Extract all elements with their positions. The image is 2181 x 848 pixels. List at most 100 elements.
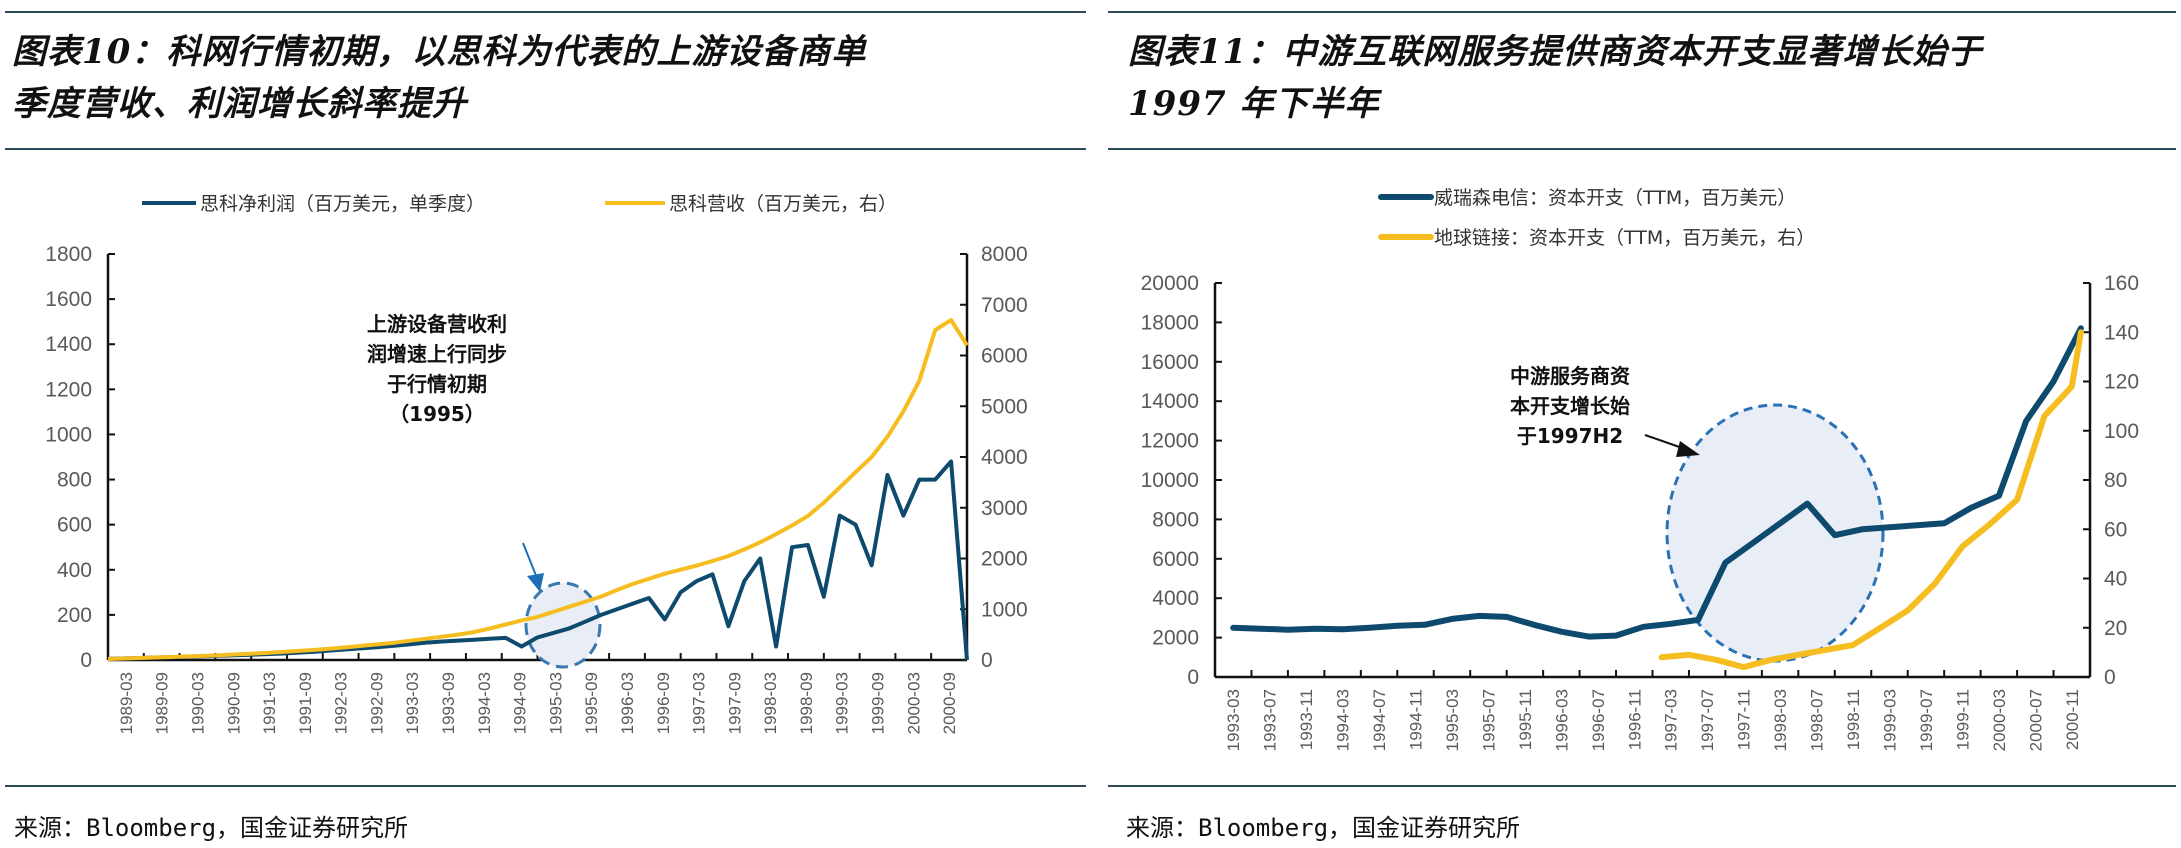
series-line-verizon-capex — [1230, 325, 2084, 640]
annotation-text-line: 于行情初期 — [387, 372, 487, 396]
x-tick-label: 1990-03 — [188, 672, 207, 734]
right-title-line1: 图表11：中游互联网服务提供商资本开支显著增长始于 — [1128, 32, 1983, 72]
x-tick-label: 2000-03 — [904, 672, 923, 734]
right-title-line2: 1997 年下半年 — [1128, 84, 1380, 124]
left-y-tick-label: 1200 — [45, 378, 92, 401]
left-y-tick-label: 1000 — [45, 423, 92, 446]
right-chart-title: 图表11：中游互联网服务提供商资本开支显著增长始于 1997 年下半年 — [1128, 26, 1982, 130]
legend: 思科净利润（百万美元，单季度） 思科营收（百万美元，右） — [142, 193, 897, 215]
legend-label-cisco-profit: 思科净利润（百万美元，单季度） — [200, 193, 485, 215]
right-y-tick-label: 5000 — [981, 395, 1028, 418]
x-tick-label: 1993-03 — [1224, 689, 1243, 751]
left-source-note: 来源：Bloomberg，国金证券研究所 — [14, 814, 409, 842]
left-y-tick-label: 800 — [57, 469, 92, 492]
left-y-tick-label: 2000 — [1152, 627, 1199, 650]
left-y-tick-label: 20000 — [1141, 272, 1199, 295]
x-tick-label: 1995-03 — [546, 672, 565, 734]
left-title-line2: 季度营收、利润增长斜率提升 — [12, 84, 467, 124]
annotation-text-line: 于1997H2 — [1517, 424, 1623, 448]
right-y-tick-label: 1000 — [981, 598, 1028, 621]
x-tick-label: 1997-07 — [1698, 689, 1717, 751]
legend-label-cisco-revenue: 思科营收（百万美元，右） — [669, 193, 897, 215]
x-tick-label: 1995-03 — [1443, 689, 1462, 751]
left-chart: 思科净利润（百万美元，单季度） 思科营收（百万美元，右） 0 200 400 600 8… — [45, 193, 1027, 734]
top-rule-left — [5, 11, 1086, 13]
x-tick-label: 1993-03 — [403, 672, 422, 734]
x-tick-label: 2000-11 — [2063, 689, 2082, 750]
left-y-tick-label: 0 — [1187, 666, 1199, 689]
title-rule-left — [5, 148, 1086, 150]
x-tick-label: 1998-07 — [1808, 689, 1827, 751]
x-tick-label: 1998-03 — [761, 672, 780, 734]
title-rule-right — [1108, 148, 2176, 150]
right-y-tick-label: 100 — [2104, 420, 2139, 443]
legend-label-earthlink-capex: 地球链接：资本开支（TTM，百万美元，右） — [1434, 227, 1815, 249]
axes: 0 2000 4000 6000 8000 10000 12000 14000 16000 180… — [1141, 272, 2139, 751]
right-source-note: 来源：Bloomberg，国金证券研究所 — [1126, 814, 1521, 842]
top-rule-right — [1108, 11, 2176, 13]
x-tick-label: 1994-03 — [1334, 689, 1353, 751]
left-y-tick-label: 0 — [80, 649, 92, 672]
axes: 0 200 400 600 800 1000 1200 1400 1600 1800 0 1000 20… — [45, 243, 1027, 734]
left-y-tick-label: 1800 — [45, 243, 92, 266]
annotation-text-line: 润增速上行同步 — [367, 342, 507, 366]
right-y-tick-label: 160 — [2104, 272, 2139, 295]
left-y-tick-label: 14000 — [1141, 390, 1199, 413]
x-tick-label: 1994-03 — [475, 672, 494, 734]
right-y-tick-label: 60 — [2104, 518, 2127, 541]
x-tick-label: 1998-09 — [797, 672, 816, 734]
x-tick-label: 1996-03 — [1552, 689, 1571, 751]
right-y-tick-label: 6000 — [981, 345, 1028, 368]
x-tick-label: 1994-07 — [1370, 689, 1389, 751]
left-y-tick-label: 6000 — [1152, 548, 1199, 571]
left-chart-title: 图表10：科网行情初期，以思科为代表的上游设备商单 季度营收、利润增长斜率提升 — [12, 26, 866, 130]
x-tick-label: 2000-07 — [2026, 689, 2045, 751]
x-tick-label: 1996-03 — [618, 672, 637, 734]
x-tick-label: 1997-09 — [725, 672, 744, 734]
right-y-tick-label: 7000 — [981, 294, 1028, 317]
right-y-tick-label: 3000 — [981, 497, 1028, 520]
x-tick-label: 1993-11 — [1297, 689, 1316, 750]
x-tick-label: 1997-03 — [1662, 689, 1681, 751]
left-y-tick-label: 200 — [57, 604, 92, 627]
annotation-text-line: 上游设备营收利 — [367, 312, 507, 336]
x-tick-label: 1999-07 — [1917, 689, 1936, 751]
right-chart: 威瑞森电信：资本开支（TTM，百万美元） 地球链接：资本开支（TTM，百万美元，… — [1141, 187, 2139, 751]
x-tick-label: 1993-07 — [1261, 689, 1280, 751]
legend-label-verizon-capex: 威瑞森电信：资本开支（TTM，百万美元） — [1434, 187, 1796, 209]
x-tick-label: 1996-07 — [1589, 689, 1608, 751]
highlight-ellipse — [524, 581, 602, 669]
x-tick-label: 1989-09 — [153, 672, 172, 734]
x-tick-label: 1990-09 — [224, 672, 243, 734]
annotation-text-line: 本开支增长始 — [1510, 394, 1630, 418]
left-y-tick-label: 4000 — [1152, 587, 1199, 610]
annotation-text-line: （1995） — [389, 402, 485, 426]
bottom-rule-left — [5, 785, 1086, 787]
right-y-tick-label: 80 — [2104, 469, 2127, 492]
left-y-tick-label: 8000 — [1152, 508, 1199, 531]
left-title-line1: 图表10：科网行情初期，以思科为代表的上游设备商单 — [12, 32, 867, 72]
x-tick-label: 2000-09 — [940, 672, 959, 734]
x-tick-label: 1999-03 — [833, 672, 852, 734]
x-tick-label: 1991-03 — [260, 672, 279, 734]
x-tick-label: 2000-03 — [1990, 689, 2009, 751]
x-tick-label: 1995-11 — [1516, 689, 1535, 750]
x-tick-label: 1998-03 — [1771, 689, 1790, 751]
series-line-cisco-revenue — [107, 318, 969, 661]
bottom-rule-right — [1108, 785, 2176, 787]
x-tick-label: 1997-11 — [1735, 689, 1754, 750]
legend: 威瑞森电信：资本开支（TTM，百万美元） 地球链接：资本开支（TTM，百万美元，… — [1378, 187, 1815, 249]
right-y-tick-label: 4000 — [981, 446, 1028, 469]
right-y-tick-label: 120 — [2104, 371, 2139, 394]
right-y-tick-label: 0 — [2104, 666, 2116, 689]
left-y-tick-label: 1400 — [45, 333, 92, 356]
x-tick-label: 1994-11 — [1407, 689, 1426, 750]
series-line-earthlink-capex — [1658, 329, 2084, 671]
left-y-tick-label: 600 — [57, 514, 92, 537]
x-tick-label: 1999-03 — [1880, 689, 1899, 751]
right-y-tick-label: 8000 — [981, 243, 1028, 266]
annotation-arrow-head — [1676, 441, 1700, 457]
left-y-tick-label: 16000 — [1141, 351, 1199, 374]
